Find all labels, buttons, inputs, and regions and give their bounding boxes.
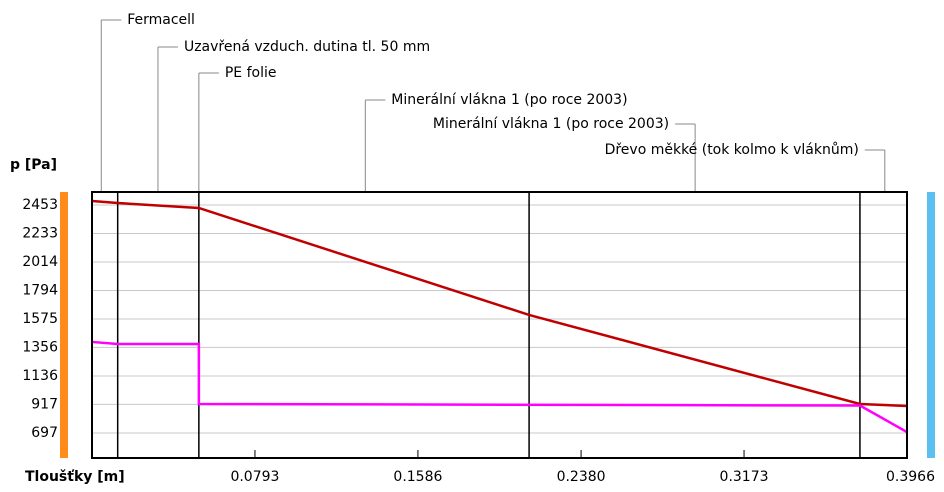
plot-frame [91, 191, 908, 459]
y-tick-label: 1794 [22, 283, 58, 299]
annotation: Minerální vlákna 1 (po roce 2003) [433, 116, 669, 132]
annotation: Fermacell [127, 12, 195, 28]
y-tick-label: 697 [31, 425, 58, 441]
plot-area [92, 192, 907, 458]
y-tick-label: 2453 [22, 197, 58, 213]
annotation: PE folie [225, 65, 277, 81]
y-tick-label: 2014 [22, 254, 58, 270]
x-tick-label: 0.3966 [886, 469, 935, 485]
x-tick-label: 0.3173 [720, 469, 769, 485]
x-tick-label: 0.0793 [230, 469, 279, 485]
annotation: Uzavřená vzduch. dutina tl. 50 mm [184, 39, 430, 55]
y-tick-label: 1136 [22, 368, 58, 384]
x-tick-label: 0.2380 [557, 469, 606, 485]
y-tick-label: 1575 [22, 311, 58, 327]
x-tick-label: 0.1586 [393, 469, 442, 485]
series-line [91, 340, 908, 434]
y-tick-label: 917 [31, 396, 58, 412]
series-line [91, 199, 908, 408]
annotation: Dřevo měkké (tok kolmo k vláknům) [605, 142, 859, 158]
y-tick-label: 1356 [22, 339, 58, 355]
annotation: Minerální vlákna 1 (po roce 2003) [391, 92, 627, 108]
left-bar [60, 192, 68, 458]
x-axis-label: Tloušťky [m] [25, 469, 125, 485]
y-axis-label: p [Pa] [10, 157, 57, 173]
right-bar [927, 192, 935, 458]
y-tick-label: 2233 [22, 226, 58, 242]
